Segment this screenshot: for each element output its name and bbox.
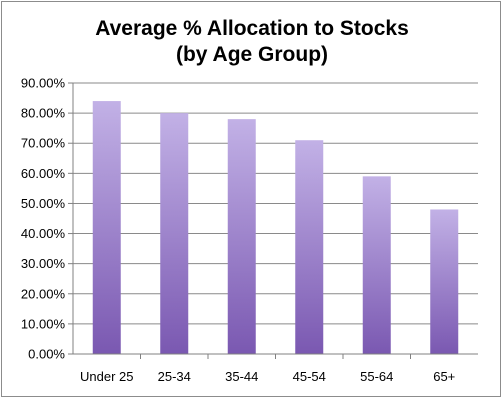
chart-title-line-1: Average % Allocation to Stocks xyxy=(95,17,409,40)
x-tick-label: 65+ xyxy=(433,369,455,384)
x-axis-tick-labels: Under 25 25-34 35-44 45-54 55-64 65+ xyxy=(80,354,455,384)
y-tick-label: 90.00% xyxy=(21,76,66,91)
y-axis-tick-labels: 0.00% 10.00% 20.00% 30.00% 40.00% 50.00% 60.00… xyxy=(21,76,66,362)
y-tick-label: 20.00% xyxy=(21,286,66,301)
gridlines xyxy=(68,82,478,355)
y-tick-label: 70.00% xyxy=(21,136,66,151)
bar xyxy=(227,119,256,354)
y-tick-label: 10.00% xyxy=(21,316,66,331)
bar xyxy=(295,140,324,354)
axes xyxy=(72,83,478,355)
x-tick-label: 35-44 xyxy=(225,369,258,384)
x-tick-label: Under 25 xyxy=(80,369,133,384)
chart-title-line-2: (by Age Group) xyxy=(175,43,329,66)
y-tick-label: 50.00% xyxy=(21,196,66,211)
bar xyxy=(92,101,121,354)
x-tick-label: 55-64 xyxy=(360,369,393,384)
x-tick-label: 25-34 xyxy=(158,369,191,384)
y-tick-label: 40.00% xyxy=(21,226,66,241)
y-tick-label: 0.00% xyxy=(28,347,65,362)
bar xyxy=(430,209,459,354)
y-tick-label: 80.00% xyxy=(21,106,66,121)
x-tick-label: 45-54 xyxy=(293,369,326,384)
bars xyxy=(92,101,459,354)
y-tick-label: 30.00% xyxy=(21,256,66,271)
bar xyxy=(160,113,189,354)
y-tick-label: 60.00% xyxy=(21,166,66,181)
bar xyxy=(362,176,391,354)
